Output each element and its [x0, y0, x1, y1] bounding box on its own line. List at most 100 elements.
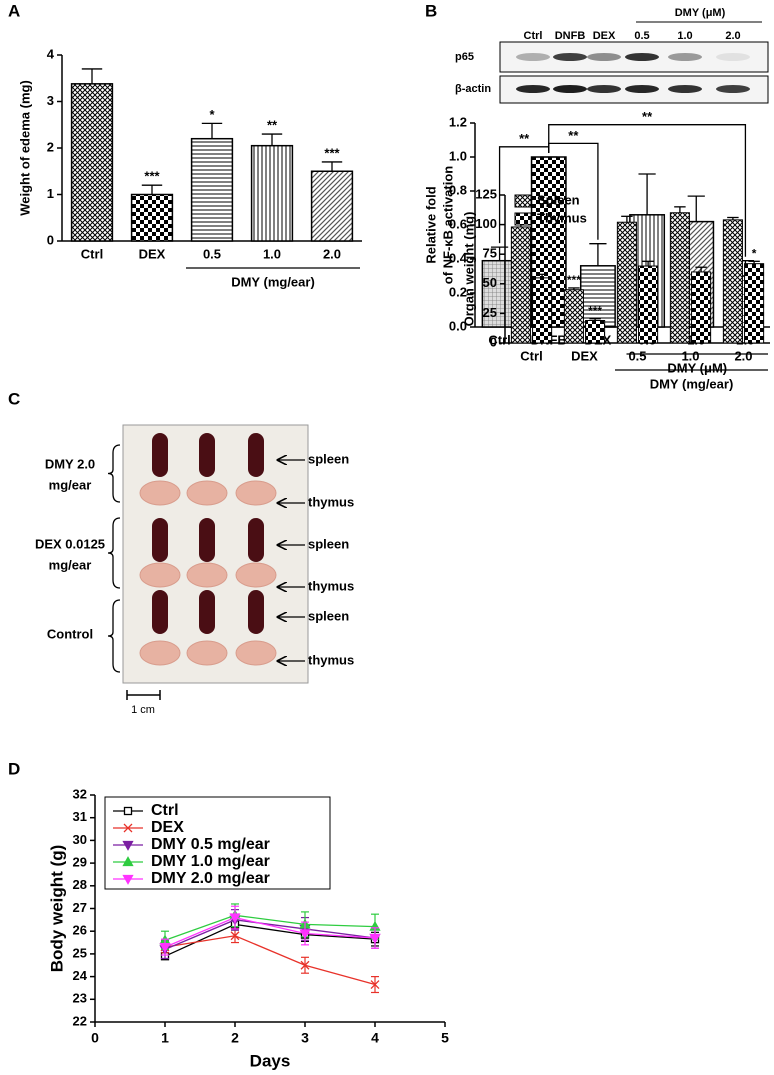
y-tick-label: 0.2 [449, 284, 467, 299]
y-tick-label: 0.6 [449, 216, 467, 231]
y-tick-label: 0 [490, 334, 497, 349]
panel-label: B [425, 1, 437, 20]
y-tick-label: 31 [73, 809, 87, 824]
thymus-image [139, 640, 181, 666]
y-axis-label: Weight of edema (mg) [17, 80, 32, 216]
series-line [164, 916, 376, 948]
blot-row-label: β-actin [455, 83, 491, 95]
blot-band [553, 53, 587, 61]
significance-label: * [752, 246, 757, 260]
blot-lane-label: DNFB [555, 30, 586, 42]
y-tick-label: 125 [475, 186, 497, 201]
significance-label: *** [324, 145, 340, 160]
legend-box [104, 796, 331, 890]
bar [722, 219, 743, 344]
panel-label: C [8, 389, 20, 408]
brace [107, 517, 121, 589]
x-tick-label: 1.0 [263, 246, 281, 261]
thymus-image [186, 480, 228, 506]
bar [585, 320, 606, 344]
y-tick-label: 0.8 [449, 182, 467, 197]
x-tick-label: DEX [571, 348, 598, 363]
x-tick-label: 3 [301, 1030, 309, 1046]
legend-label: Thymus [537, 210, 587, 225]
blot-lane-label: DEX [593, 30, 616, 42]
point [369, 933, 381, 944]
photo-group-label: Control [47, 626, 93, 641]
x-tick-label: Ctrl [81, 246, 103, 261]
group-label: DMY (μM) [667, 360, 727, 375]
legend-label: DMY 2.0 mg/ear [151, 870, 270, 887]
spleen-image [248, 518, 264, 562]
point [300, 960, 310, 970]
y-tick-label: 29 [73, 855, 87, 870]
y-tick-label: 27 [73, 900, 87, 915]
blot-band [587, 53, 621, 61]
y-tick-label: 1.2 [449, 114, 467, 129]
blot-lane-label: 2.0 [725, 30, 740, 42]
x-tick-label: 4 [371, 1030, 379, 1046]
x-tick-label: 0.5 [628, 348, 646, 363]
y-axis-label: Body weight (g) [47, 845, 66, 972]
blot-band [668, 53, 702, 61]
scale-bar-label: 1 cm [131, 704, 155, 716]
x-tick-label: 1 [161, 1030, 169, 1046]
x-tick-label: DEX [139, 246, 166, 261]
blot-lane-label: 0.5 [634, 30, 649, 42]
point [229, 913, 241, 924]
spleen-image [248, 590, 264, 634]
blot-band [553, 85, 587, 93]
significance-label: *** [567, 273, 581, 287]
blot-band [716, 53, 750, 61]
x-axis-label: Days [250, 1051, 291, 1070]
spleen-image [248, 433, 264, 477]
legend-marker [123, 823, 133, 833]
blot-band [625, 85, 659, 93]
significance-label: *** [588, 304, 602, 318]
legend-marker [122, 874, 134, 885]
x-tick-label: 5 [441, 1030, 449, 1046]
spleen-image [152, 433, 168, 477]
spleen-image [152, 590, 168, 634]
legend-marker [122, 856, 134, 867]
y-tick-label: 0.4 [449, 250, 468, 265]
bar [638, 265, 659, 344]
bar [691, 271, 712, 344]
bar [310, 170, 354, 242]
blot-lane-label: 1.0 [677, 30, 692, 42]
y-tick-label: 22 [73, 1013, 87, 1028]
spleen-image [199, 433, 215, 477]
significance-bracket [548, 124, 747, 257]
group-label: DMY (mg/ear) [650, 376, 734, 391]
y-tick-label: 30 [73, 832, 87, 847]
y-tick-label: 4 [47, 46, 55, 61]
bar [250, 144, 294, 242]
organ-label: spleen [308, 451, 349, 466]
panel-label: A [8, 1, 20, 20]
y-tick-label: 25 [483, 305, 497, 320]
series-line [164, 923, 376, 957]
thymus-image [186, 562, 228, 588]
legend-swatch [514, 194, 532, 208]
y-tick-label: 32 [73, 786, 87, 801]
y-tick-label: 2 [47, 139, 54, 154]
bar [616, 221, 637, 344]
y-tick-label: 23 [73, 991, 87, 1006]
blot-band [516, 85, 550, 93]
bar [130, 193, 174, 242]
y-axis-label: Organ weight (mg) [461, 212, 476, 327]
blot-band [516, 53, 550, 61]
blot-row-label: p65 [455, 51, 474, 63]
bar [190, 137, 234, 242]
series-line [164, 935, 376, 986]
y-tick-label: 100 [475, 216, 497, 231]
bar [510, 226, 531, 344]
significance-label: ** [568, 128, 579, 143]
organ-label: thymus [308, 578, 354, 593]
y-tick-label: 26 [73, 923, 87, 938]
thymus-image [139, 480, 181, 506]
y-axis-label: Relative fold [423, 186, 438, 263]
spleen-image [199, 518, 215, 562]
y-tick-label: 0.0 [449, 318, 467, 333]
x-tick-label: 2.0 [734, 348, 752, 363]
